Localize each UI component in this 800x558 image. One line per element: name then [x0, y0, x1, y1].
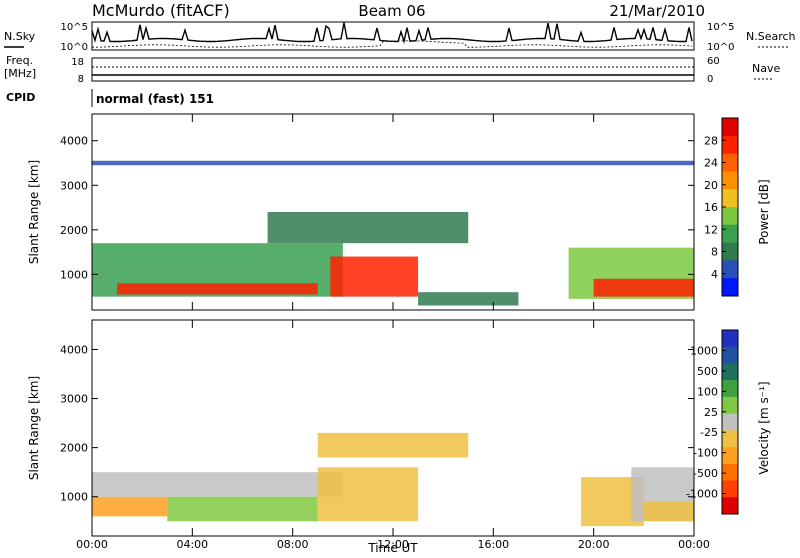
power-colorbar-swatch — [722, 171, 738, 189]
nave-tick-bottom: 0 — [707, 74, 713, 85]
velocity-colorbar-swatch — [722, 481, 738, 498]
cpid-value: normal (fast) 151 — [96, 92, 214, 106]
power-colorbar-swatch — [722, 118, 738, 136]
velocity-data-region — [92, 472, 343, 497]
power-ytick-label: 2000 — [60, 224, 88, 237]
nave-tick-top: 60 — [707, 56, 720, 67]
velocity-colorbar-tick-label: -500 — [693, 467, 718, 480]
noise-strip — [92, 22, 694, 50]
velocity-colorbar-swatch — [722, 497, 738, 514]
power-data-region — [92, 161, 694, 165]
velocity-data-region — [644, 502, 694, 522]
power-colorbar-swatch — [722, 136, 738, 154]
velocity-colorbar-swatch — [722, 464, 738, 481]
freq-tick-bottom: 8 — [78, 74, 84, 85]
power-colorbar-swatch — [722, 278, 738, 296]
power-data-region — [330, 257, 418, 297]
power-colorbar-swatch — [722, 260, 738, 278]
power-data-region — [117, 283, 318, 294]
velocity-colorbar-swatch — [722, 330, 738, 347]
power-colorbar-swatch — [722, 189, 738, 207]
plot-canvas: McMurdo (fitACF) Beam 06 21/Mar/2010 N.S… — [0, 0, 800, 554]
velocity-colorbar-swatch — [722, 447, 738, 464]
time-tick-label: 04:00 — [176, 538, 208, 551]
power-colorbar: 28 24 20 16 12 8 4 — [704, 118, 738, 297]
date-title: 21/Mar/2010 — [609, 2, 705, 20]
velocity-colorbar-swatch — [722, 363, 738, 380]
velocity-panel: 100020003000400000:00 04:00 08:00 12:00 16:0… — [60, 320, 710, 551]
velocity-colorbar-tick-label: -1000 — [686, 488, 718, 501]
velocity-data-region — [92, 497, 167, 517]
superdarn-summary-plot: McMurdo (fitACF) Beam 06 21/Mar/2010 N.S… — [0, 0, 800, 554]
time-tick-label: 08:00 — [277, 538, 309, 551]
velocity-colorbar-label: Velocity [m s⁻¹] — [757, 381, 771, 474]
beam-title: Beam 06 — [358, 2, 425, 20]
velocity-colorbar-tick-label: 1000 — [690, 344, 718, 357]
velocity-colorbar-swatch — [722, 430, 738, 447]
time-tick-label: 20:00 — [578, 538, 610, 551]
velocity-colorbar-tick-label: -25 — [700, 426, 718, 439]
velocity-ytick-label: 1000 — [60, 491, 88, 504]
power-data-region — [268, 212, 469, 243]
freq-tick-top: 18 — [71, 57, 84, 68]
power-colorbar-tick-label: 16 — [704, 201, 718, 214]
time-tick-label: 16:00 — [477, 538, 509, 551]
velocity-colorbar-tick-label: 500 — [697, 365, 718, 378]
velocity-data-region — [167, 497, 318, 522]
noise-sky-trace — [92, 23, 692, 42]
power-colorbar-swatch — [722, 225, 738, 243]
velocity-colorbar-swatch — [722, 347, 738, 364]
power-colorbar-tick-label: 24 — [704, 157, 718, 170]
freq-label-2: [MHz] — [4, 67, 36, 80]
velocity-colorbar-tick-label: 100 — [697, 385, 718, 398]
power-colorbar-tick-label: 8 — [711, 246, 718, 259]
noise-tick-top-right: 10^5 — [707, 22, 734, 33]
cpid-label: CPID — [6, 91, 35, 104]
velocity-data-region — [318, 467, 418, 521]
freq-strip — [92, 58, 694, 81]
power-colorbar-tick-label: 28 — [704, 134, 718, 147]
velocity-colorbar-tick-label: -100 — [693, 447, 718, 460]
velocity-data-region — [318, 433, 469, 458]
power-ytick-label: 4000 — [60, 135, 88, 148]
power-colorbar-tick-label: 4 — [711, 268, 718, 281]
noise-search-label: N.Search — [746, 30, 796, 43]
velocity-ytick-label: 2000 — [60, 442, 88, 455]
power-colorbar-tick-label: 12 — [704, 223, 718, 236]
power-colorbar-tick-label: 20 — [704, 179, 718, 192]
power-data-region — [594, 279, 694, 297]
velocity-colorbar-swatch — [722, 380, 738, 397]
power-colorbar-label: Power [dB] — [757, 179, 771, 244]
power-panel: 1000 2000 3000 4000 — [60, 114, 694, 310]
time-tick-label: 00:00 — [678, 538, 710, 551]
power-colorbar-swatch — [722, 207, 738, 225]
xlabel: Time UT — [367, 541, 418, 554]
power-ytick-label: 3000 — [60, 179, 88, 192]
power-ylabel: Slant Range [km] — [27, 160, 41, 264]
time-tick-label: 00:00 — [76, 538, 108, 551]
velocity-ylabel: Slant Range [km] — [27, 376, 41, 480]
noise-sky-label: N.Sky — [4, 30, 36, 43]
power-data-region — [418, 292, 518, 305]
station-title: McMurdo (fitACF) — [92, 1, 230, 20]
noise-tick-top-left: 10^5 — [61, 22, 88, 33]
noise-tick-bottom-left: 10^0 — [61, 42, 88, 53]
velocity-ytick-label: 4000 — [60, 343, 88, 356]
velocity-ytick-label: 3000 — [60, 393, 88, 406]
freq-label-1: Freq. — [6, 54, 33, 67]
velocity-colorbar-swatch — [722, 414, 738, 431]
noise-tick-bottom-right: 10^0 — [707, 42, 734, 53]
power-ytick-label: 1000 — [60, 268, 88, 281]
nave-label: Nave — [752, 62, 780, 75]
velocity-colorbar-tick-label: 25 — [704, 406, 718, 419]
